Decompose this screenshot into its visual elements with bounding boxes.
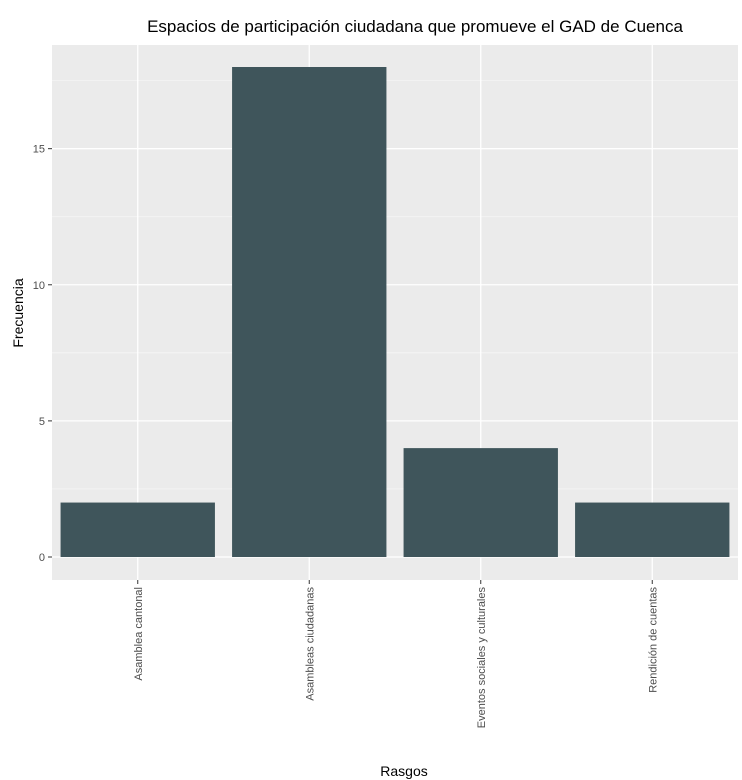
y-tick-label: 10 (33, 280, 45, 292)
y-tick-label: 0 (39, 552, 45, 564)
bar (575, 502, 730, 557)
bar (232, 67, 387, 557)
panel-background (52, 45, 738, 580)
y-tick-label: 15 (33, 144, 45, 156)
bar (60, 502, 215, 557)
x-tick-label: Eventos sociales y culturales (476, 587, 488, 729)
x-tick-label: Asamblea cantonal (133, 587, 145, 681)
chart-title: Espacios de participación ciudadana que … (147, 17, 683, 36)
y-axis-title: Frecuencia (10, 278, 26, 347)
x-tick-label: Asambleas ciudadanas (304, 587, 316, 701)
x-tick-label: Rendición de cuentas (647, 587, 659, 693)
plot-panel: 0 5 10 15 Asamblea cantonal Asambleas ciudada… (33, 45, 738, 728)
y-tick-label: 5 (39, 416, 45, 428)
x-axis-title: Rasgos (380, 763, 427, 779)
bar (403, 448, 558, 557)
